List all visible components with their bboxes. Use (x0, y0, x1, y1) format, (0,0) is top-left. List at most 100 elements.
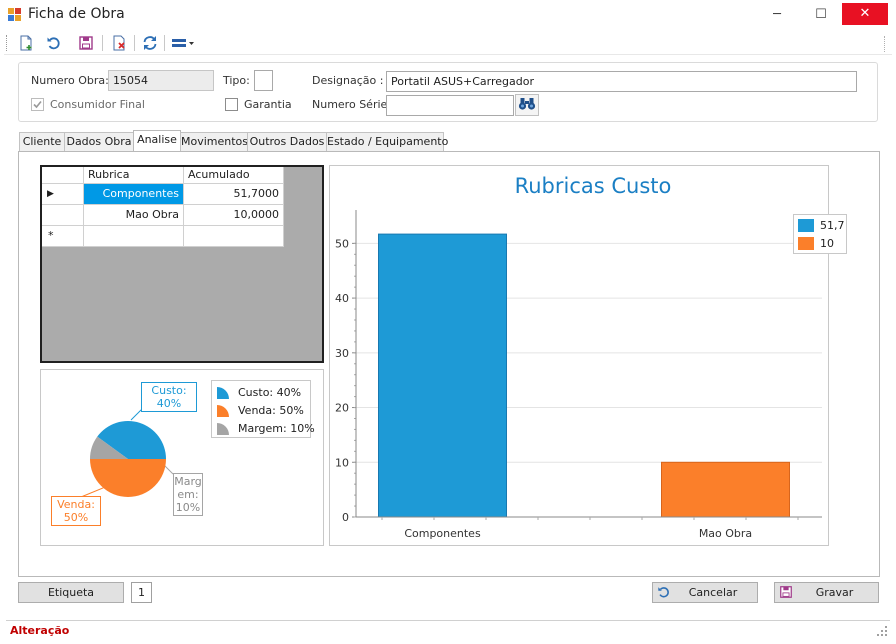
grid-new-row-indicator[interactable]: * (42, 226, 84, 247)
toolbar-grip[interactable] (6, 35, 9, 51)
numero-serie-field[interactable] (386, 95, 514, 116)
tab-estado-equipamento[interactable]: Estado / Equipamento (326, 132, 448, 151)
pie-label-margem-part1: Marg (174, 475, 202, 488)
layout-dropdown-icon[interactable] (170, 33, 196, 53)
delete-document-icon[interactable] (109, 33, 129, 53)
pie-label-margem: Marg em: 10% (173, 473, 203, 516)
pie-label-venda: Venda: 50% (51, 496, 101, 526)
y-tick-label: 30 (335, 347, 349, 360)
grid-corner-cell (42, 167, 84, 184)
undo-icon[interactable] (44, 33, 64, 53)
gravar-label: Gravar (815, 586, 854, 599)
pie-chart (80, 409, 174, 498)
x-tick-label: Componentes (404, 527, 481, 540)
grid-cell-new-acumulado[interactable] (184, 226, 284, 247)
pie-legend-label-margem: Margem: 10% (238, 422, 315, 435)
pie-label-venda-name: Venda: (57, 498, 95, 511)
etiqueta-count-field[interactable]: 1 (131, 582, 152, 603)
y-tick-label: 20 (335, 402, 349, 415)
y-tick-label: 50 (335, 237, 349, 250)
cancelar-button[interactable]: Cancelar (652, 582, 758, 603)
grid-row-indicator[interactable] (42, 205, 84, 226)
tab-movimentos[interactable]: Movimentos (180, 132, 248, 151)
toolbar-separator (164, 35, 165, 51)
pie-chart-panel: Custo: 40% Venda: 50% Marg em: 10% Custo… (40, 369, 324, 546)
save-icon (779, 585, 793, 605)
pie-label-venda-value: 50% (63, 511, 89, 524)
grid-row-indicator[interactable]: ▶ (42, 184, 84, 205)
pie-legend-swatch-venda (217, 405, 229, 417)
pie-slice-venda (90, 459, 166, 497)
title-bar: Ficha de Obra ─ ☐ ✕ (0, 0, 896, 30)
numero-obra-label: Numero Obra: (31, 74, 109, 87)
tab-cliente[interactable]: Cliente (19, 132, 65, 151)
grid-cell-acumulado[interactable]: 51,7000 (184, 184, 284, 205)
pie-slice-custo (97, 420, 166, 459)
pie-legend-label-venda: Venda: 50% (238, 404, 304, 417)
pie-label-custo-name: Custo: (151, 384, 187, 397)
bar-legend-swatch-componentes (798, 219, 814, 232)
etiqueta-button[interactable]: Etiqueta (18, 582, 124, 603)
pie-label-margem-value: 10% (175, 501, 201, 514)
cancelar-label: Cancelar (688, 586, 738, 599)
garantia-checkbox[interactable] (225, 98, 238, 111)
pie-legend-label-custo: Custo: 40% (238, 386, 302, 399)
tab-analise[interactable]: Analise (133, 130, 181, 152)
grid-cell-rubrica[interactable]: Componentes (84, 184, 184, 205)
pie-legend-swatch-custo (217, 387, 229, 399)
toolbar (4, 31, 892, 55)
y-tick-label: 0 (342, 511, 349, 524)
pie-label-margem-part2: em: (177, 488, 199, 501)
rubrica-grid[interactable]: Rubrica Acumulado ▶ Componentes 51,7000 … (40, 165, 324, 363)
designacao-field[interactable]: Portatil ASUS+Carregador (386, 71, 857, 92)
close-button[interactable]: ✕ (842, 3, 888, 25)
tab-outros-dados[interactable]: Outros Dados (247, 132, 327, 151)
consumidor-final-checkbox[interactable] (31, 98, 44, 111)
bar-legend-swatch-mao-obra (798, 237, 814, 250)
grid-cell-acumulado[interactable]: 10,0000 (184, 205, 284, 226)
grid-cell-rubrica[interactable]: Mao Obra (84, 205, 184, 226)
consumidor-final-label: Consumidor Final (50, 98, 145, 111)
bar-legend: 51,7 10 (793, 214, 847, 254)
pie-legend: Custo: 40% Venda: 50% Margem: 10% (211, 380, 315, 438)
bar-chart: 0 10 20 30 40 50 Componentes Mao Obra (335, 210, 822, 540)
y-tick-label: 40 (335, 292, 349, 305)
maximize-button[interactable]: ☐ (815, 7, 827, 22)
pie-label-custo-value: 40% (156, 397, 182, 410)
garantia-label: Garantia (244, 98, 292, 111)
status-text: Alteração (10, 624, 70, 637)
tipo-label: Tipo: (223, 74, 250, 87)
bar-legend-label-mao-obra: 10 (820, 237, 834, 250)
grid-header-acumulado[interactable]: Acumulado (184, 167, 284, 184)
search-serial-button[interactable] (515, 94, 539, 116)
gravar-button[interactable]: Gravar (774, 582, 879, 603)
x-tick-label: Mao Obra (699, 527, 752, 540)
y-tick-label: 10 (335, 456, 349, 469)
new-document-icon[interactable] (16, 33, 36, 53)
tab-dados-obra[interactable]: Dados Obra (64, 132, 134, 151)
toolbar-separator (134, 35, 135, 51)
tipo-field[interactable] (254, 70, 273, 91)
resize-grip-icon[interactable] (876, 625, 888, 637)
refresh-icon[interactable] (140, 33, 160, 53)
toolbar-separator (102, 35, 103, 51)
save-icon[interactable] (76, 33, 96, 53)
grid-header-rubrica[interactable]: Rubrica (84, 167, 184, 184)
numero-obra-field[interactable]: 15054 (108, 70, 214, 91)
bar-mao-obra (661, 461, 790, 518)
pie-legend-swatch-margem (217, 423, 229, 435)
status-bar: Alteração (6, 620, 890, 640)
bar-componentes (378, 233, 507, 518)
chart-title: Rubricas Custo (514, 174, 672, 198)
grid-cell-new-rubrica[interactable] (84, 226, 184, 247)
undo-icon (657, 585, 671, 605)
minimize-button[interactable]: ─ (773, 7, 781, 22)
numero-serie-label: Numero Série: (312, 98, 391, 111)
bar-legend-label-componentes: 51,7 (820, 219, 845, 232)
binoculars-icon (518, 97, 536, 114)
pie-label-custo: Custo: 40% (141, 382, 197, 412)
pie-slice-margem (90, 436, 128, 459)
bar-chart-panel: Rubricas Custo 0 10 20 30 40 50 Componentes Mao… (329, 165, 847, 546)
designacao-label: Designação : (312, 74, 384, 87)
toolbar-end-grip (884, 36, 888, 52)
